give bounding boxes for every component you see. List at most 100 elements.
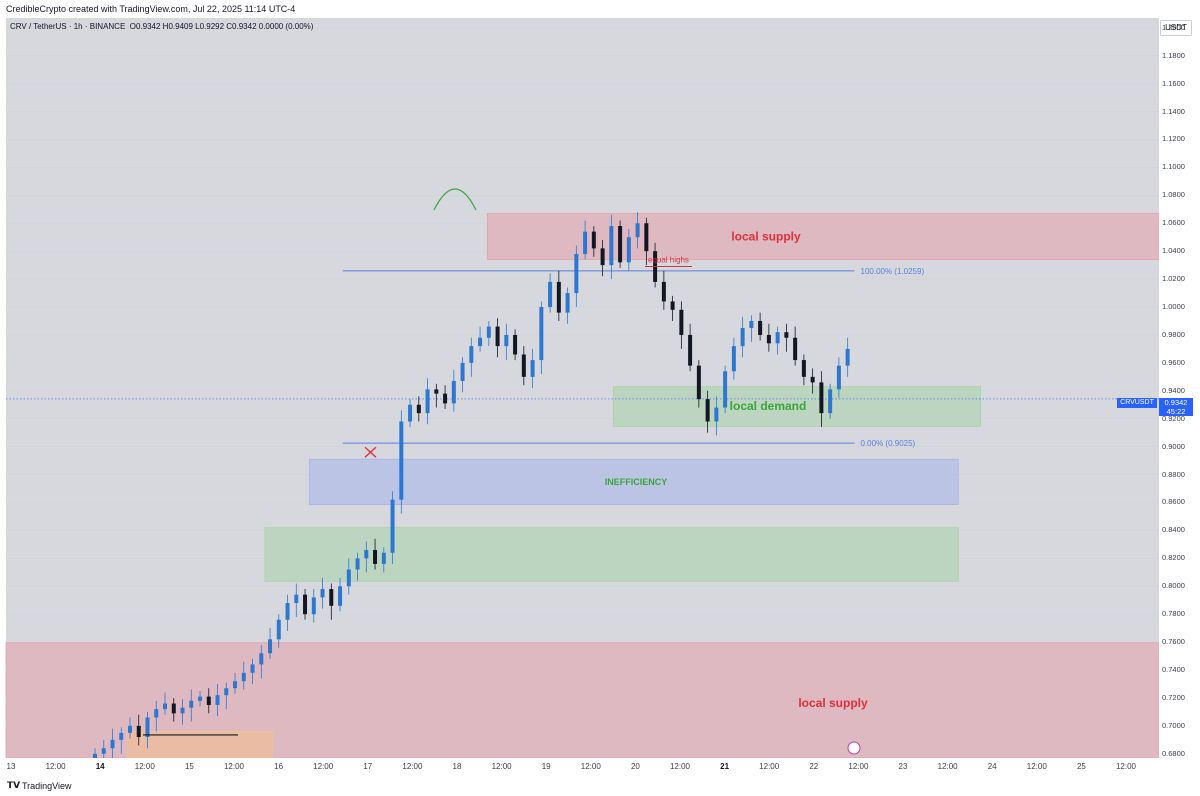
candle-body [618, 226, 623, 263]
candle-body [408, 404, 413, 422]
invalidation-x-mark [364, 446, 377, 458]
footer: 𝗧𝗩 TradingView [0, 774, 1200, 796]
candle-body [303, 594, 308, 615]
candle-body [758, 320, 763, 335]
candle-body [119, 732, 124, 740]
y-tick-label: 0.7000 [1162, 720, 1185, 730]
x-tick-label: 23 [898, 762, 908, 771]
candle-body [714, 407, 719, 422]
y-tick-label: 0.7200 [1162, 692, 1185, 702]
candle-body [390, 499, 395, 553]
candle-body [145, 717, 150, 738]
candle-body [373, 549, 378, 564]
candle-body [285, 603, 290, 620]
zone-label-1: local demand [730, 399, 807, 413]
candle-body [723, 371, 728, 408]
y-tick-label: 1.0800 [1162, 190, 1185, 200]
y-tick-label: 0.9800 [1162, 329, 1185, 339]
x-tick-label: 12:00 [134, 762, 155, 771]
candle-body [845, 348, 850, 366]
candle-body [530, 360, 535, 377]
zone-label-3: local supply [798, 696, 868, 710]
candle-body [425, 389, 430, 414]
x-tick-label: 12:00 [669, 762, 691, 771]
symbol-line: CRV / TetherUS · 1h · BINANCE [10, 22, 126, 31]
candle-body [163, 703, 168, 710]
candle-body [688, 334, 693, 366]
candle-body [556, 281, 561, 313]
y-tick-label: 1.1800 [1162, 50, 1185, 60]
candle-body [740, 327, 745, 347]
credit-text: CredibleCrypto created with TradingView.… [6, 4, 296, 14]
time-axis[interactable] [0, 758, 1200, 774]
currency-button[interactable]: USDT [1160, 20, 1192, 36]
symbol-price-tag: CRVUSDT [1117, 398, 1157, 408]
y-tick-label: 1.2000 [1162, 22, 1185, 32]
zone-box-5 [127, 731, 273, 759]
candle-body [661, 281, 666, 302]
candle-body [320, 589, 325, 598]
candle-body [670, 301, 675, 310]
candle-body [276, 619, 281, 640]
candle-body [696, 365, 701, 400]
candle-body [416, 404, 421, 414]
y-tick-label: 0.8400 [1162, 525, 1185, 535]
candle-body [110, 739, 115, 749]
candle-body [810, 376, 815, 383]
x-tick-label: 12:00 [1115, 762, 1137, 771]
candle-body [241, 672, 246, 682]
tradingview-logo-icon[interactable]: 𝗧𝗩 [7, 780, 21, 790]
candle-body [268, 639, 273, 654]
candle-body [495, 326, 500, 347]
y-tick-label: 0.7400 [1162, 665, 1185, 675]
y-tick-label: 1.1600 [1162, 78, 1185, 88]
candle-body [233, 681, 238, 689]
candle-body [469, 346, 474, 363]
candle-body [504, 334, 509, 347]
y-tick-label: 1.0200 [1162, 274, 1185, 284]
candle-body [836, 365, 841, 390]
y-tick-label: 1.1200 [1162, 134, 1185, 144]
candle-body [731, 346, 736, 372]
price-axis[interactable] [1159, 18, 1200, 758]
x-tick-label: 18 [452, 762, 462, 771]
x-tick-label: 12:00 [848, 762, 869, 771]
candle-body [154, 709, 159, 718]
y-tick-label: 1.1000 [1162, 162, 1185, 172]
y-tick-label: 0.9200 [1162, 413, 1185, 423]
x-tick-label: 13 [6, 762, 16, 771]
candle-body [793, 337, 798, 361]
candle-body [136, 725, 141, 738]
candle-body [591, 231, 596, 249]
candle-body [583, 231, 588, 254]
candle-body [329, 589, 334, 606]
candle-body [766, 334, 771, 344]
candle-body [819, 382, 824, 414]
candle-body [101, 748, 106, 754]
last-price-tag: 0.9342 45:22 [1159, 398, 1193, 416]
zone-local-supply [486, 213, 1160, 260]
candle-body [784, 332, 789, 338]
candle-body [294, 594, 299, 604]
y-tick-label: 1.0000 [1162, 302, 1185, 312]
y-tick-label: 0.8200 [1162, 553, 1185, 563]
candle-body [346, 569, 351, 587]
candle-body [355, 558, 360, 570]
candle-body [171, 703, 176, 714]
candle-body [381, 552, 386, 564]
top-bar: CredibleCrypto created with TradingView.… [0, 0, 1200, 18]
x-tick-label: 21 [720, 762, 730, 771]
y-tick-label: 0.7800 [1162, 609, 1185, 619]
brand-text[interactable]: TradingView [22, 781, 72, 791]
y-tick-label: 0.7600 [1162, 637, 1185, 647]
candle-body [828, 389, 833, 414]
zone-label-0: local supply [731, 230, 801, 244]
candle-body [521, 354, 526, 377]
candle-body [198, 696, 203, 701]
zone-box-3 [264, 527, 959, 582]
candle-body [434, 389, 439, 394]
candle-body [749, 320, 754, 328]
y-tick-label: 0.6800 [1162, 748, 1185, 758]
y-tick-label: 0.9400 [1162, 385, 1185, 395]
